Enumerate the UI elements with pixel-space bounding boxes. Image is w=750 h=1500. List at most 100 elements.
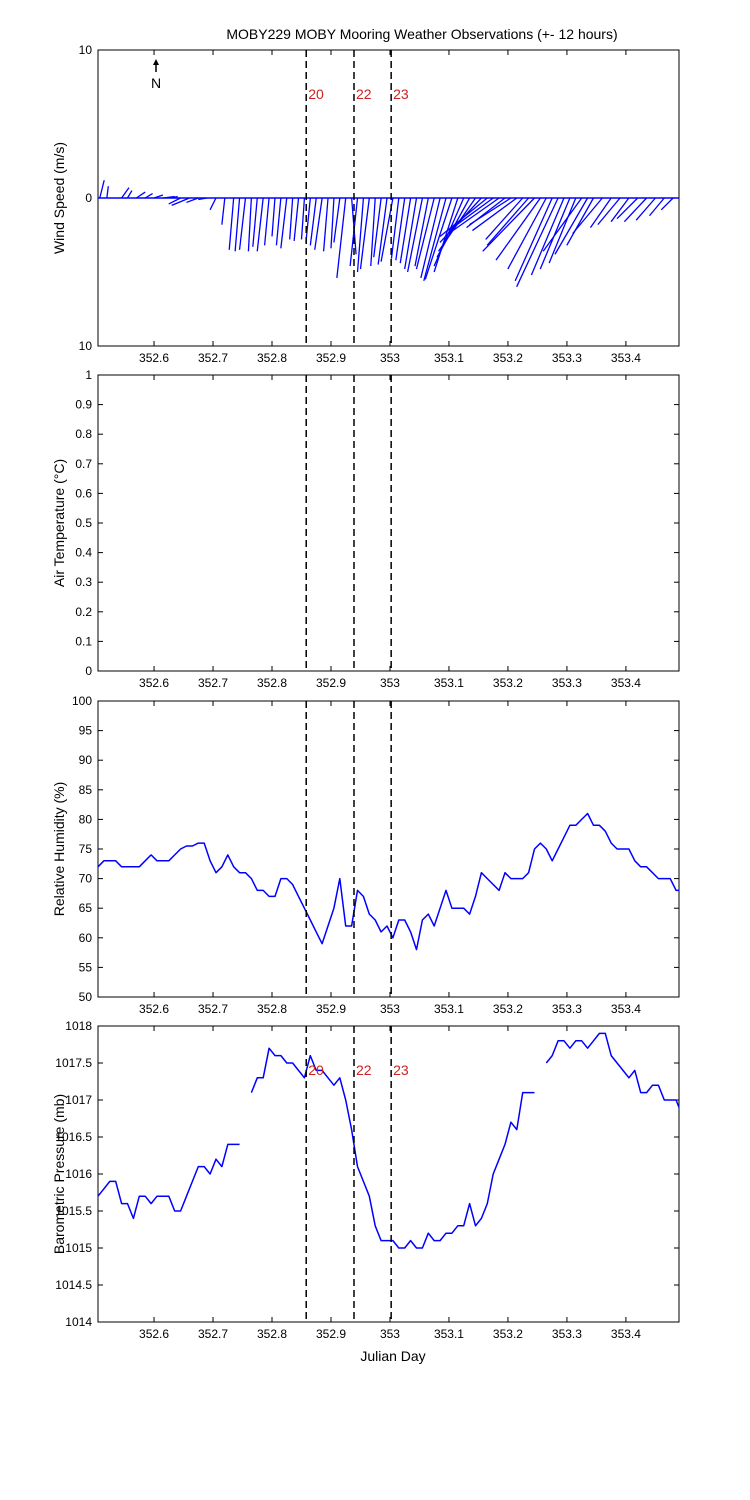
wind-vector: [423, 197, 447, 282]
x-tick-label: 352.6: [139, 351, 169, 365]
y-tick-label: 0: [85, 191, 92, 205]
event-marker-label: 20: [308, 1062, 324, 1078]
x-tick-label: 353.2: [493, 1002, 523, 1016]
chart-panel-1: 352.6 352.7 352.8 352.9 353 353.1 353.2 353.3 35…: [51, 43, 680, 365]
plot-frame: [97, 374, 680, 672]
y-tick-label: 50: [79, 990, 93, 1004]
wind-vector: [126, 190, 133, 199]
event-marker-label: 23: [393, 86, 409, 102]
wind-vector: [247, 197, 253, 252]
wind-vector: [542, 197, 583, 252]
wind-vector: [271, 197, 276, 237]
x-tick-label: 353.3: [552, 676, 582, 690]
wind-vector: [293, 197, 300, 241]
y-tick-label: 100: [72, 694, 92, 708]
series-line: [545, 1032, 680, 1108]
y-tick-label: 1016: [65, 1167, 92, 1181]
wind-vector: [495, 197, 541, 261]
wind-vector: [314, 197, 323, 250]
wind-vector: [589, 197, 612, 228]
wind-vector: [406, 197, 424, 273]
wind-vector: [330, 197, 335, 249]
wind-vector: [305, 197, 311, 243]
wind-vector: [309, 197, 317, 246]
y-tick-label: 70: [79, 872, 93, 886]
x-axis-label: Julian Day: [360, 1348, 425, 1364]
y-tick-label: 0.4: [75, 546, 92, 560]
wind-vector: [415, 197, 435, 270]
chart-panel-2: 352.6 352.7 352.8 352.9 353 353.1 353.2 353.3 35…: [51, 368, 680, 690]
wind-vector: [336, 197, 347, 278]
wind-vector: [135, 191, 146, 199]
y-tick-label: 0.7: [75, 457, 92, 471]
wind-vector: [359, 197, 370, 270]
wind-vector: [153, 194, 164, 199]
x-tick-label: 352.8: [257, 351, 287, 365]
wind-vector: [252, 197, 258, 247]
chart-panel-3: 352.6 352.7 352.8 352.9 353 353.1 353.2 353.3 35…: [51, 694, 680, 1016]
wind-vector: [234, 197, 241, 252]
x-tick-label: 352.9: [316, 1327, 346, 1341]
x-tick-label: 353.2: [493, 351, 523, 365]
y-tick-label: 10: [79, 339, 93, 353]
x-tick-label: 353.4: [611, 676, 641, 690]
y-tick-label: 1018: [65, 1019, 92, 1033]
wind-vector: [280, 197, 288, 249]
wind-vector: [448, 197, 494, 232]
wind-vector: [144, 193, 153, 199]
x-tick-label: 353.4: [611, 351, 641, 365]
wind-vector: [370, 197, 376, 267]
y-tick-label: 0.5: [75, 516, 92, 530]
x-tick-label: 352.8: [257, 1327, 287, 1341]
wind-vector: [486, 197, 530, 246]
y-tick-label: 0.9: [75, 398, 92, 412]
wind-vector: [433, 197, 459, 273]
y-tick-label: 1017: [65, 1093, 92, 1107]
y-tick-label: 1015.5: [55, 1204, 92, 1218]
figure-title: MOBY229 MOBY Mooring Weather Observation…: [226, 26, 617, 42]
y-axis-label: Barometric Pressure (mb): [51, 1094, 67, 1254]
wind-vector: [356, 197, 365, 273]
wind-vector: [516, 197, 559, 288]
x-tick-label: 353.1: [434, 1327, 464, 1341]
x-tick-label: 352.8: [257, 1002, 287, 1016]
north-arrow-head: [153, 59, 159, 65]
y-axis-label: Relative Humidity (%): [51, 782, 67, 917]
x-tick-label: 352.7: [198, 676, 228, 690]
wind-vector: [482, 197, 535, 252]
y-axis-label: Wind Speed (m/s): [51, 142, 67, 254]
plot-frame: [97, 700, 680, 998]
y-tick-label: 0.3: [75, 575, 92, 589]
wind-vector: [373, 197, 382, 258]
x-tick-label: 353.3: [552, 1327, 582, 1341]
y-tick-label: 0.1: [75, 634, 92, 648]
x-tick-label: 353.1: [434, 1002, 464, 1016]
wind-vector: [168, 197, 181, 205]
x-tick-label: 352.8: [257, 676, 287, 690]
series-line: [97, 1143, 240, 1220]
wind-vector: [121, 187, 130, 199]
y-tick-label: 65: [79, 901, 93, 915]
wind-vector: [548, 197, 577, 264]
wind-vector: [99, 180, 105, 199]
wind-vector: [289, 197, 294, 240]
y-tick-label: 0: [85, 664, 92, 678]
wind-vector: [530, 197, 565, 276]
y-tick-label: 0.6: [75, 486, 92, 500]
wind-vector: [554, 197, 589, 255]
x-tick-label: 353.1: [434, 351, 464, 365]
wind-vector: [514, 197, 553, 282]
wind-vector: [162, 195, 175, 199]
wind-vector: [472, 197, 518, 232]
x-tick-label: 353.4: [611, 1327, 641, 1341]
event-marker-label: 22: [356, 1062, 372, 1078]
wind-vector: [660, 197, 674, 211]
wind-vector: [198, 197, 208, 201]
wind-vector: [485, 197, 524, 240]
y-tick-label: 1016.5: [55, 1130, 92, 1144]
series-line: [250, 1047, 535, 1249]
y-tick-label: 0.8: [75, 427, 92, 441]
wind-vector: [300, 197, 306, 240]
wind-vector: [424, 197, 453, 280]
